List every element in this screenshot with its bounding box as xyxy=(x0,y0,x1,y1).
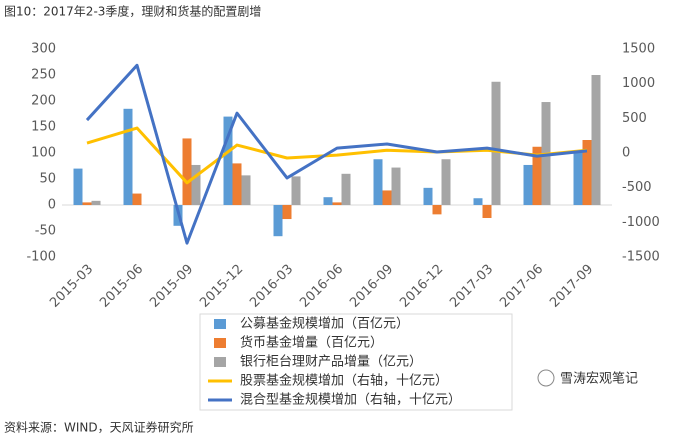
bar xyxy=(291,176,301,205)
bar xyxy=(323,197,333,205)
y2-tick-label: 1000 xyxy=(622,76,655,91)
y2-tick-label: 500 xyxy=(622,111,647,126)
y-tick-label: 50 xyxy=(39,172,56,187)
bar xyxy=(382,190,392,205)
y2-tick-label: -500 xyxy=(622,180,652,195)
bar xyxy=(232,163,242,205)
x-tick-label: 2016-09 xyxy=(347,262,396,311)
y-tick-label: -100 xyxy=(26,250,56,265)
bar xyxy=(73,168,83,205)
bar xyxy=(241,175,251,205)
legend-swatch xyxy=(214,319,226,329)
legend-label: 货币基金增量（百亿元） xyxy=(240,335,383,351)
bar xyxy=(582,140,592,205)
bar xyxy=(182,138,192,205)
y-tick-label: 100 xyxy=(31,146,56,161)
bar xyxy=(191,164,201,205)
bar xyxy=(82,202,92,205)
bar xyxy=(332,202,342,205)
y-tick-label: 150 xyxy=(31,120,56,135)
x-tick-label: 2015-09 xyxy=(147,262,196,311)
bar xyxy=(432,205,442,215)
x-tick-label: 2017-03 xyxy=(447,262,496,311)
bar xyxy=(491,81,501,205)
y-tick-label: 300 xyxy=(31,42,56,57)
y-tick-label: 0 xyxy=(48,198,56,213)
bar xyxy=(423,187,433,205)
y2-tick-label: 1500 xyxy=(622,42,655,57)
chart-title: 图10：2017年2-3季度，理财和货基的配置剧增 xyxy=(4,4,261,19)
watermark: 雪涛宏观笔记 xyxy=(560,371,638,387)
source: 资料来源：WIND，天风证券研究所 xyxy=(4,420,194,435)
y2-tick-label: -1500 xyxy=(622,250,660,265)
x-tick-label: 2015-12 xyxy=(197,262,246,311)
bar xyxy=(341,173,351,205)
bar xyxy=(473,198,483,205)
bar xyxy=(282,205,292,220)
legend-label: 混合型基金规模增加（右轴，十亿元） xyxy=(240,392,461,408)
y2-tick-label: -1000 xyxy=(622,215,660,230)
bar xyxy=(532,146,542,205)
bar xyxy=(482,205,492,218)
bar xyxy=(273,205,283,237)
x-tick-label: 2016-06 xyxy=(297,262,346,311)
bar xyxy=(91,200,101,205)
x-tick-label: 2016-03 xyxy=(247,262,296,311)
legend-box xyxy=(199,313,513,411)
legend-swatch xyxy=(214,357,226,367)
bar xyxy=(523,164,533,205)
line xyxy=(85,63,588,245)
bar xyxy=(373,159,383,205)
x-tick-label: 2016-12 xyxy=(397,262,446,311)
x-tick-label: 2017-06 xyxy=(497,262,546,311)
y-tick-label: 250 xyxy=(31,68,56,83)
watermark-icon xyxy=(537,369,555,387)
x-tick-label: 2015-03 xyxy=(47,262,96,311)
bar xyxy=(123,108,133,205)
x-tick-label: 2015-06 xyxy=(97,262,146,311)
bar xyxy=(441,159,451,205)
legend-label: 公募基金规模增加（百亿元） xyxy=(240,316,409,332)
bar xyxy=(132,193,142,205)
bar xyxy=(223,116,233,205)
bar xyxy=(391,167,401,205)
x-tick-label: 2017-09 xyxy=(547,262,596,311)
legend-label: 银行柜台理财产品增量（亿元） xyxy=(240,355,422,370)
bar xyxy=(573,150,583,205)
legend-swatch xyxy=(214,338,226,348)
bar xyxy=(591,75,601,205)
y2-tick-label: 0 xyxy=(622,146,630,161)
legend-label: 股票基金规模增加（右轴，十亿元） xyxy=(240,373,448,389)
y-tick-label: -50 xyxy=(35,224,56,239)
y-tick-label: 200 xyxy=(31,94,56,109)
